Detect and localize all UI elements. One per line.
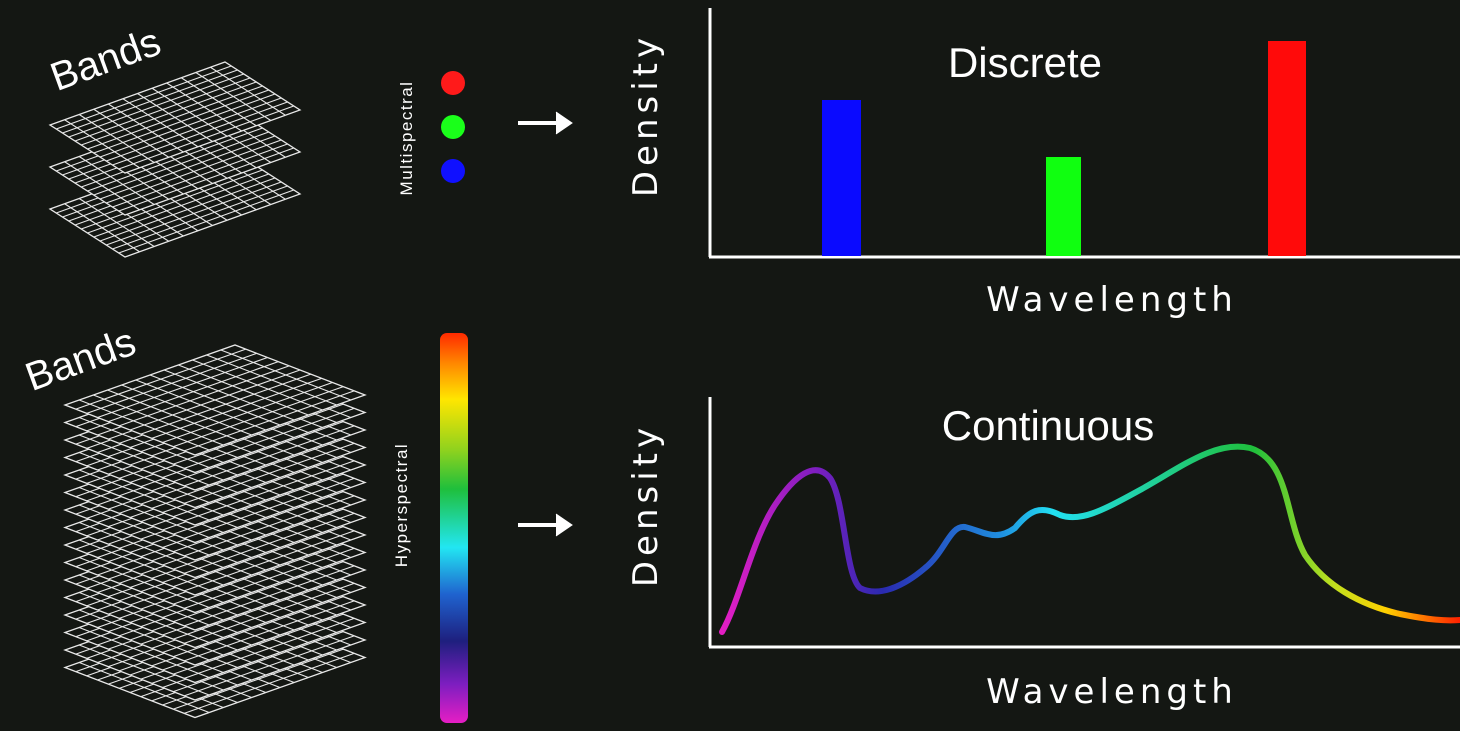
- diagram: Bands Multispectral Density Discrete Wav…: [0, 0, 1460, 731]
- band-bar: [1046, 157, 1081, 256]
- band-bar: [1268, 41, 1306, 256]
- arrow: [518, 112, 572, 134]
- band-dot: [441, 115, 465, 139]
- x-axis-label: Wavelength: [986, 672, 1238, 712]
- y-axis-label: Density: [626, 423, 666, 587]
- y-axis-label: Density: [626, 33, 666, 197]
- spectrum-bar: [440, 333, 468, 723]
- sensor-label: Multispectral: [397, 81, 416, 196]
- sensor-label: Hyperspectral: [392, 443, 411, 567]
- x-axis-label: Wavelength: [986, 280, 1238, 320]
- band-stack: [65, 345, 365, 718]
- arrow: [518, 514, 572, 536]
- bands-label: Bands: [45, 20, 167, 100]
- spectrum-curve: [722, 447, 1460, 632]
- chart-title: Discrete: [948, 39, 1102, 86]
- band-bar: [822, 100, 861, 256]
- band-dot: [441, 159, 465, 183]
- band-dot: [441, 71, 465, 95]
- band-stack: [50, 62, 300, 257]
- chart-title: Continuous: [942, 402, 1154, 449]
